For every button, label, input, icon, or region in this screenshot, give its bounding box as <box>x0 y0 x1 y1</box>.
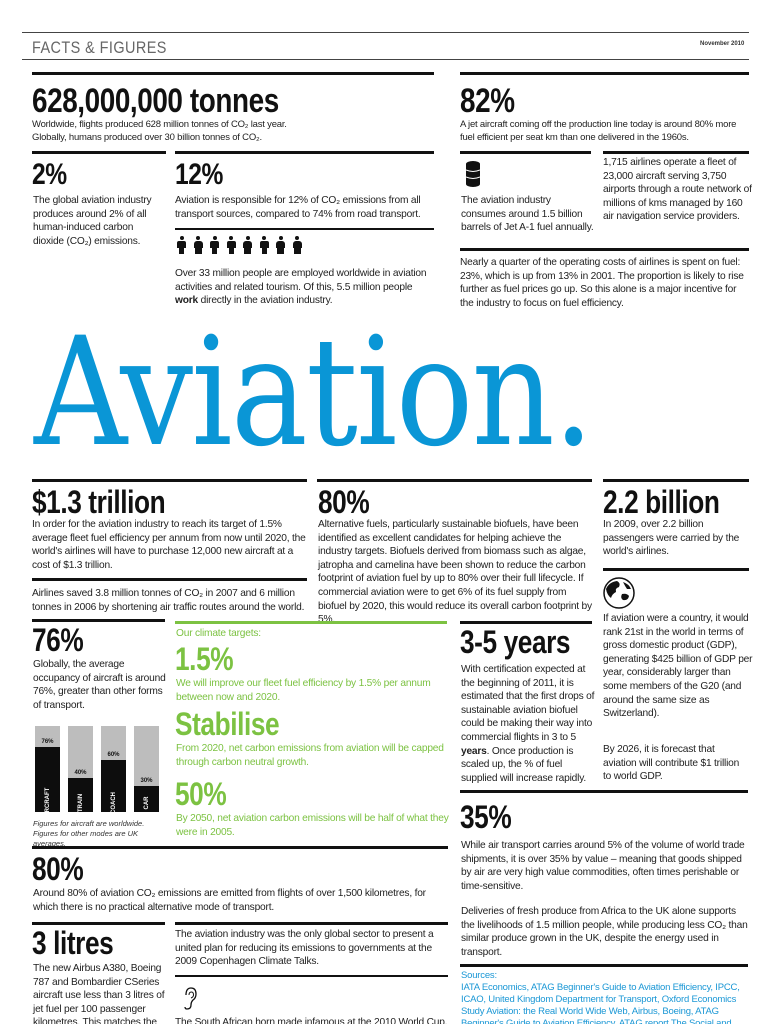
tonnes-line-2: Globally, humans produced over 30 billio… <box>32 132 262 143</box>
bar-value-car: 30% <box>140 778 153 784</box>
headline-82: 82% <box>460 82 515 120</box>
bar-aircraft: 76% AIRCRAFT <box>35 726 60 818</box>
divider <box>175 975 448 977</box>
fuel-efficiency-text: A jet aircraft coming off the production… <box>460 119 737 143</box>
headline-12-percent: 12% <box>175 158 224 191</box>
twelve-percent-text: Aviation is responsible for 12% of CO₂ e… <box>175 195 421 220</box>
bar-label-aircraft: AIRCRAFT <box>44 787 51 819</box>
employment-text-pre: Over 33 million people are employed worl… <box>175 268 427 293</box>
divider <box>32 619 165 622</box>
fuel-barrel-icon <box>465 161 481 187</box>
tonnes-line-1: Worldwide, flights produced 628 million … <box>32 119 287 130</box>
target-2-headline: Stabilise <box>175 706 280 742</box>
headline-trillion: $1.3 trillion <box>32 484 166 520</box>
header-top-rule <box>22 32 749 33</box>
headline-tonnes: 628,000,000 tonnes <box>32 82 279 120</box>
divider <box>460 964 748 967</box>
target-1-headline: 1.5% <box>175 641 234 677</box>
divider <box>460 72 749 75</box>
two-percent-text: The global aviation industry produces ar… <box>33 195 152 247</box>
routes-text: Airlines saved 3.8 million tonnes of CO₂… <box>32 588 305 613</box>
divider <box>460 790 748 793</box>
biofuels-text: Alternative fuels, particularly sustaina… <box>318 519 592 626</box>
divider <box>175 228 434 230</box>
headline-years: 3-5 years <box>460 624 571 660</box>
years-text-post: . Once production is scaled up, the % of… <box>461 745 586 784</box>
trillion-text: In order for the aviation industry to re… <box>32 519 306 571</box>
chart-footnote: Figures for aircraft are worldwide. Figu… <box>33 819 145 848</box>
headline-trade: 35% <box>460 799 512 835</box>
globe-icon <box>603 577 635 609</box>
divider <box>317 479 592 482</box>
gdp-text-1: If aviation were a country, it would ran… <box>603 613 753 720</box>
years-text: With certification expected at the begin… <box>461 663 596 785</box>
bar-label-car: CAR <box>143 796 150 810</box>
years-text-pre: With certification expected at the begin… <box>461 664 595 743</box>
employment-text-post: directly in the aviation industry. <box>197 295 333 307</box>
occupancy-text: Globally, the average occupancy of aircr… <box>33 659 166 711</box>
divider <box>460 621 592 624</box>
airlines-text: 1,715 airlines operate a fleet of 23,000… <box>603 157 752 223</box>
trade-text-1: While air transport carries around 5% of… <box>461 840 745 892</box>
trade-text-2: Deliveries of fresh produce from Africa … <box>461 906 748 958</box>
sources-text: IATA Economics, ATAG Beginner's Guide to… <box>461 982 740 1024</box>
employment-text: Over 33 million people are employed worl… <box>175 267 437 308</box>
bar-label-train: TRAIN <box>77 793 84 813</box>
noise-text: The South African horn made infamous at … <box>175 1017 448 1024</box>
headline-2-percent: 2% <box>32 158 67 191</box>
headline-litres: 3 litres <box>32 925 114 961</box>
fuel-barrels-text: The aviation industry consumes around 1.… <box>461 195 594 234</box>
header-bottom-rule <box>22 59 749 60</box>
bar-value-train: 40% <box>74 770 87 776</box>
headline-long-haul: 80% <box>32 851 84 887</box>
headline-occupancy: 76% <box>32 622 84 658</box>
litres-text: The new Airbus A380, Boeing 787 and Bomb… <box>33 963 165 1024</box>
target-3-text: By 2050, net aviation carbon emissions w… <box>176 813 449 838</box>
sources-label: Sources: <box>461 970 497 981</box>
ear-icon <box>183 987 197 1011</box>
long-haul-text: Around 80% of aviation CO₂ emissions are… <box>33 888 426 913</box>
divider <box>32 578 307 581</box>
divider <box>32 846 448 849</box>
divider <box>32 479 307 482</box>
target-1-text: We will improve our fleet fuel efficienc… <box>176 678 431 703</box>
climate-targets-intro: Our climate targets: <box>176 628 261 639</box>
divider <box>460 151 591 154</box>
divider <box>460 248 749 251</box>
bar-value-coach: 60% <box>107 752 120 758</box>
copenhagen-text: The aviation industry was the only globa… <box>175 929 434 968</box>
headline-passengers: 2.2 billion <box>603 484 720 520</box>
issue-date: November 2010 <box>700 41 745 47</box>
bar-train: 40% TRAIN <box>68 726 93 812</box>
employment-text-bold: work <box>175 295 198 307</box>
divider <box>32 151 166 154</box>
divider <box>32 922 165 925</box>
fuel-costs-text: Nearly a quarter of the operating costs … <box>460 257 744 309</box>
divider <box>603 479 749 482</box>
divider <box>603 568 749 571</box>
section-title: FACTS & FIGURES <box>32 38 167 57</box>
passengers-text: In 2009, over 2.2 billion passengers wer… <box>603 519 740 558</box>
divider <box>175 151 434 154</box>
hero-title: Aviation. <box>34 306 594 480</box>
divider <box>175 922 448 925</box>
people-icon <box>176 236 308 259</box>
years-text-bold: years <box>461 745 487 757</box>
bar-car: 30% CAR <box>134 726 159 812</box>
target-2-text: From 2020, net carbon emissions from avi… <box>176 743 444 768</box>
bar-coach: 60% COACH <box>101 726 126 814</box>
sources: Sources: IATA Economics, ATAG Beginner's… <box>461 970 751 1024</box>
green-divider <box>175 621 447 624</box>
target-3-headline: 50% <box>175 776 227 812</box>
bar-value-aircraft: 76% <box>41 739 54 745</box>
divider <box>603 151 749 154</box>
divider <box>32 72 434 75</box>
tonnes-text: Worldwide, flights produced 628 million … <box>32 118 432 144</box>
occupancy-bar-chart: 76% AIRCRAFT 40% TRAIN 60% COACH 30% CAR <box>34 726 163 818</box>
headline-biofuels: 80% <box>318 484 370 520</box>
bar-label-coach: COACH <box>110 792 117 814</box>
gdp-text-2: By 2026, it is forecast that aviation wi… <box>603 744 740 783</box>
